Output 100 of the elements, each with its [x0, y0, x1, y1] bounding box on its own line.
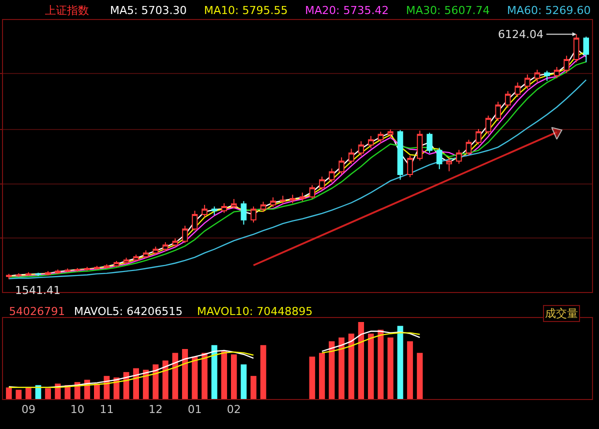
- candlestick: [514, 82, 521, 98]
- bar: [407, 341, 413, 399]
- candlestick: [152, 246, 159, 256]
- bar: [319, 352, 325, 399]
- bar: [358, 322, 364, 399]
- candlestick: [564, 55, 570, 74]
- candlestick: [270, 196, 276, 208]
- text: MAVOL5: 64206515: [74, 305, 183, 318]
- bar: [348, 334, 354, 399]
- text: MA10: 5795.55: [204, 4, 288, 17]
- x-tick-label: 11: [100, 403, 114, 416]
- candlestick: [221, 202, 228, 214]
- chart-title: 上证指数: [45, 4, 89, 17]
- candlestick: [466, 139, 472, 156]
- candlestick: [319, 176, 325, 191]
- candlestick: [26, 272, 32, 276]
- bar: [388, 337, 394, 399]
- bar: [114, 377, 120, 399]
- candlestick: [348, 148, 354, 164]
- bar: [133, 368, 139, 399]
- candlestick: [240, 200, 247, 226]
- text: MA60: 5269.60: [507, 4, 591, 17]
- candlestick: [260, 201, 266, 212]
- candlestick: [45, 270, 51, 276]
- text: MA30: 5607.74: [406, 4, 490, 17]
- bar: [26, 387, 32, 399]
- bar: [94, 384, 100, 399]
- candlestick: [290, 194, 296, 204]
- candlestick: [64, 268, 70, 273]
- candlestick: [182, 225, 188, 244]
- bar: [221, 351, 228, 399]
- candlestick: [114, 260, 120, 268]
- candlestick: [397, 130, 404, 180]
- text: MA20: 5735.42: [305, 4, 389, 17]
- candlestick: [554, 66, 560, 79]
- candlestick: [162, 242, 168, 252]
- x-tick-label: 12: [148, 403, 163, 416]
- bar: [230, 354, 237, 399]
- candlestick: [6, 273, 12, 280]
- text: MAVOL10: 70448895: [197, 305, 313, 318]
- candlestick: [524, 74, 530, 90]
- bar: [416, 352, 423, 399]
- x-tick-label: 01: [188, 403, 202, 416]
- text: 成交量: [545, 307, 578, 320]
- candlestick: [436, 147, 442, 170]
- candlestick: [368, 135, 374, 149]
- candlestick: [416, 130, 423, 162]
- bar: [6, 387, 12, 399]
- candlestick: [358, 140, 364, 156]
- x-tick-label: 10: [70, 403, 84, 416]
- candlestick: [534, 69, 540, 82]
- bar: [182, 348, 188, 399]
- candlestick: [74, 267, 80, 272]
- candlestick: [280, 195, 286, 204]
- candlestick: [446, 158, 452, 172]
- text: 54026791: [9, 305, 65, 318]
- candlestick: [378, 131, 384, 144]
- candlestick: [407, 155, 413, 178]
- candlestick: [485, 115, 492, 135]
- candlestick: [211, 206, 218, 216]
- candlestick: [573, 34, 580, 63]
- candlestick: [388, 129, 394, 139]
- candlestick: [495, 101, 501, 122]
- candlestick: [192, 210, 198, 232]
- candlestick: [142, 250, 149, 259]
- bar: [338, 337, 344, 399]
- candlestick: [456, 149, 462, 164]
- bar: [397, 326, 404, 399]
- candlestick: [426, 132, 432, 154]
- x-tick-label: 09: [21, 403, 36, 416]
- candlestick: [231, 198, 237, 210]
- candlestick: [172, 238, 178, 248]
- candlestick: [328, 168, 335, 183]
- candlestick: [54, 269, 61, 274]
- annotation: 6124.04: [498, 28, 544, 41]
- candlestick: [544, 70, 550, 82]
- bar: [250, 376, 256, 399]
- bar: [240, 364, 247, 399]
- bar: [260, 345, 266, 399]
- x-tick-label: 02: [226, 403, 241, 416]
- candlestick: [94, 265, 100, 270]
- bar: [45, 388, 51, 399]
- annotation: 1541.41: [15, 284, 60, 297]
- bar: [152, 364, 159, 399]
- bar: [142, 370, 149, 399]
- candlestick: [309, 184, 316, 199]
- candlestick: [476, 128, 482, 146]
- text: MA5: 5703.30: [110, 4, 187, 17]
- bar: [309, 356, 316, 399]
- candlestick: [299, 192, 306, 202]
- candlestick: [133, 254, 139, 262]
- candlestick: [202, 204, 208, 218]
- candlestick: [504, 90, 511, 108]
- bar: [378, 330, 384, 399]
- candlestick: [250, 206, 256, 224]
- candlestick: [583, 36, 590, 63]
- bar: [162, 360, 168, 399]
- candlestick: [338, 156, 344, 175]
- bar: [202, 352, 208, 399]
- bar: [211, 345, 218, 399]
